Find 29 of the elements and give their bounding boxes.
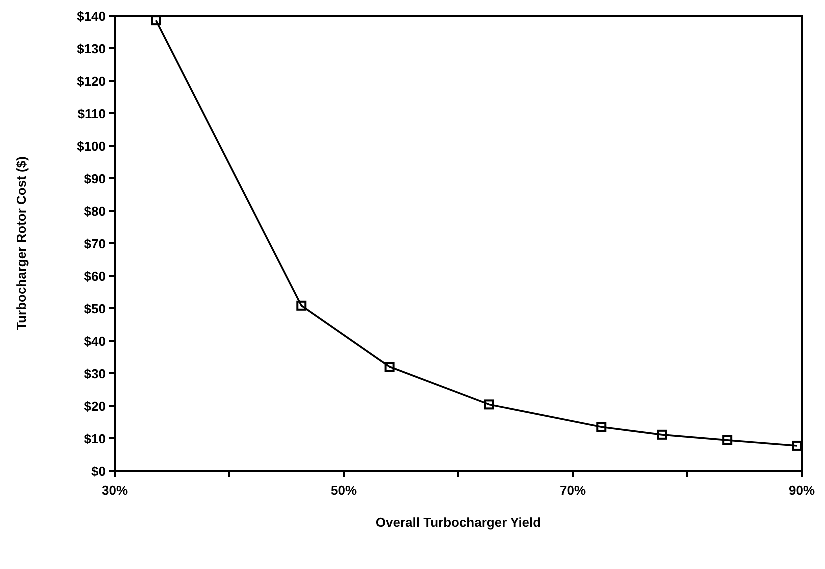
y-tick-label: $80 bbox=[84, 204, 106, 219]
y-tick-label: $100 bbox=[77, 139, 106, 154]
point bbox=[151, 16, 162, 26]
y-tick-label: $30 bbox=[84, 366, 106, 382]
y-tick-label: $20 bbox=[84, 399, 106, 414]
y-tick-label: $0 bbox=[92, 464, 106, 479]
x-tick-label: 30% bbox=[102, 483, 128, 498]
y-tick-label: $60 bbox=[84, 269, 106, 284]
point bbox=[296, 300, 307, 311]
y-axis-title: Turbocharger Rotor Cost ($) bbox=[14, 156, 29, 330]
point bbox=[384, 362, 395, 372]
x-tick-label: 70% bbox=[560, 483, 586, 498]
point bbox=[484, 400, 494, 410]
point bbox=[657, 430, 668, 440]
y-tick-label: $40 bbox=[84, 334, 106, 349]
point bbox=[792, 440, 802, 451]
y-tick-label: $10 bbox=[84, 432, 106, 446]
y-tick-label: $70 bbox=[84, 236, 106, 252]
y-tick-label: $50 bbox=[84, 302, 106, 316]
y-tick-label: $140 bbox=[77, 9, 106, 24]
y-tick-label: $90 bbox=[84, 172, 106, 186]
y-tick-label: $120 bbox=[77, 74, 106, 89]
y-tick-label: $130 bbox=[77, 42, 106, 56]
point bbox=[596, 422, 607, 432]
y-tick-label: $110 bbox=[78, 106, 106, 122]
x-axis-title: Overall Turbocharger Yield bbox=[376, 515, 542, 530]
x-tick-label: 50% bbox=[330, 483, 358, 498]
x-tick-label: 90% bbox=[788, 483, 816, 498]
point bbox=[722, 435, 733, 446]
